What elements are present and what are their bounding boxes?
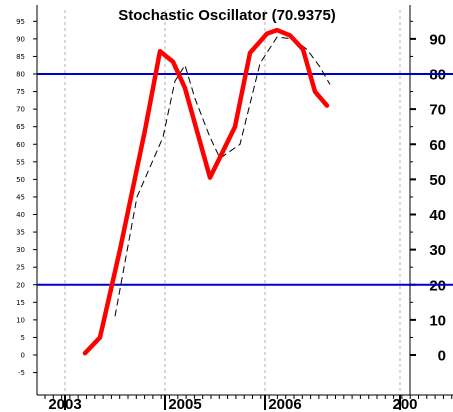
- right-tick-label: 40: [429, 207, 446, 224]
- x-tick-label: 2003: [48, 396, 81, 412]
- left-tick-label: 10: [16, 316, 25, 324]
- x-tick-label: 2006: [268, 396, 301, 412]
- right-tick-label: 50: [429, 172, 446, 189]
- left-tick-label: 15: [16, 299, 25, 307]
- series-line-thin-black-dashed: [114, 36, 331, 317]
- left-tick-label: 35: [16, 229, 25, 237]
- left-tick-label: 70: [16, 106, 25, 114]
- left-tick-label: 55: [16, 158, 25, 166]
- left-tick-label: 40: [16, 211, 25, 219]
- left-tick-label: 80: [16, 71, 25, 79]
- left-tick-label: 75: [16, 88, 25, 96]
- right-tick-label: 30: [429, 242, 446, 259]
- x-axis: 2003 2005 2006 200: [37, 394, 453, 412]
- chart-title: Stochastic Oscillator (70.9375): [118, 7, 336, 24]
- right-tick-label: 70: [429, 102, 446, 119]
- right-tick-label: 0: [438, 348, 446, 365]
- left-tick-label: 90: [16, 35, 25, 43]
- right-tick-label: 90: [429, 31, 446, 48]
- left-tick-label: 95: [16, 18, 25, 26]
- right-tick-label: 10: [429, 312, 446, 329]
- left-tick-label: 25: [16, 264, 25, 272]
- left-tick-label: 50: [16, 176, 25, 184]
- grid: [36, 5, 411, 395]
- series-lines: [82, 27, 331, 356]
- left-axis-ticks: -5 0 5 10 15 20 25 30 35 40 45 50 55 60 65 70 75 80 85 90 95: [16, 18, 37, 377]
- series-line-thick-red: [82, 27, 330, 356]
- left-tick-label: -5: [18, 369, 25, 377]
- left-tick-label: 65: [16, 123, 25, 131]
- left-tick-label: 60: [16, 141, 25, 149]
- reference-lines: [37, 73, 453, 286]
- left-tick-label: 85: [16, 53, 25, 61]
- left-tick-label: 45: [16, 193, 25, 201]
- x-tick-label: 2005: [168, 396, 201, 412]
- left-tick-label: 30: [16, 246, 25, 254]
- left-tick-label: 20: [16, 281, 25, 289]
- x-tick-label: 200: [392, 396, 417, 412]
- left-tick-label: 0: [21, 352, 25, 360]
- right-tick-label: 60: [429, 137, 446, 154]
- left-tick-label: 5: [21, 334, 25, 342]
